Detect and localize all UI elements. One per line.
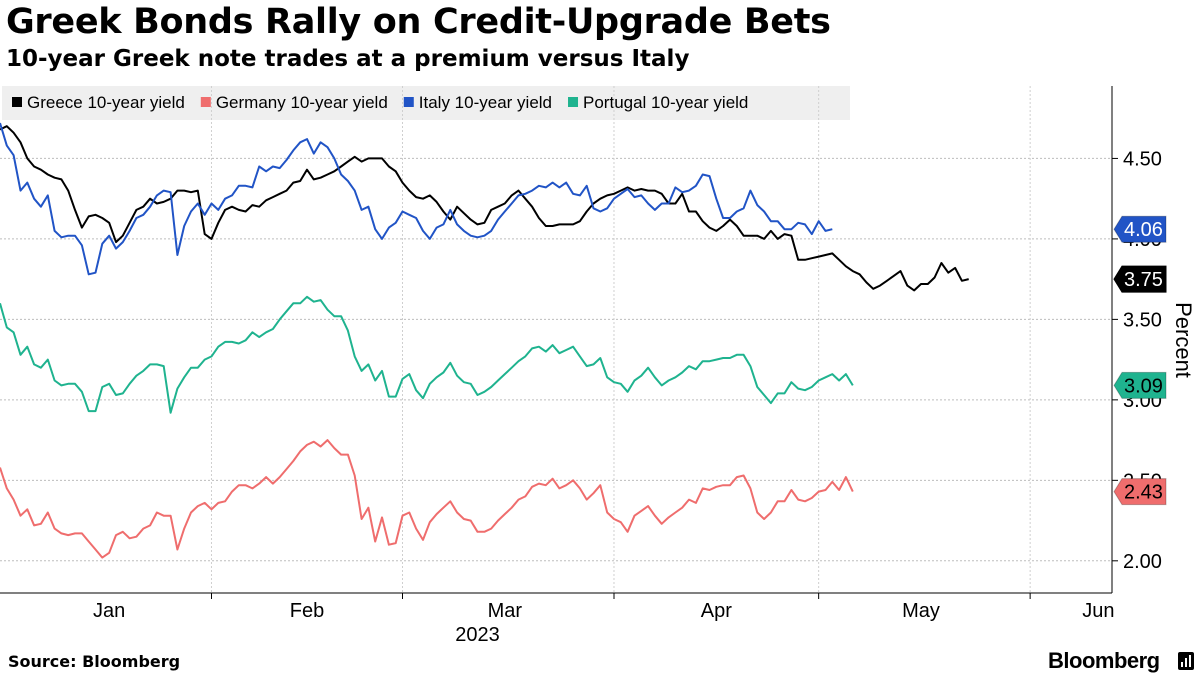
x-tick-label: Apr — [701, 600, 732, 622]
legend-entry: Portugal 10-year yield — [583, 93, 748, 112]
last-value-tag — [1113, 478, 1167, 506]
series-lines — [0, 122, 969, 559]
legend-swatch — [12, 97, 22, 107]
legend-entry: Germany 10-year yield — [216, 93, 388, 112]
series-line-germany — [0, 439, 854, 559]
x-axis-label: 2023 — [455, 624, 500, 646]
legend-entry: Italy 10-year yield — [419, 93, 552, 112]
legend-swatch — [200, 97, 211, 107]
series-line-greece — [0, 125, 969, 292]
last-value-labels: 3.75 2.43 4.06 3.09 — [1113, 215, 1167, 506]
series-line-italy — [0, 122, 833, 276]
x-tick-label: May — [902, 600, 940, 622]
last-value-label: 2.43 — [1124, 482, 1163, 504]
legend-swatch — [403, 97, 414, 107]
legend-entry: Greece 10-year yield — [27, 93, 185, 112]
x-tick-label: Jun — [1082, 600, 1114, 622]
last-value-label: 3.09 — [1124, 375, 1163, 397]
gridlines — [0, 86, 1112, 593]
last-value-tag — [1113, 215, 1167, 243]
bloomberg-mark-icon — [1178, 652, 1194, 670]
y-axis-label: Percent — [1171, 302, 1196, 378]
x-tick-label: Feb — [290, 600, 324, 622]
last-value-label: 3.75 — [1124, 269, 1163, 291]
last-value-tag — [1113, 371, 1167, 399]
legend-background — [2, 86, 850, 120]
last-value-label: 4.06 — [1124, 219, 1163, 241]
last-value-tag — [1113, 265, 1167, 293]
y-tick-label: 3.50 — [1123, 309, 1162, 331]
x-tick-label: Mar — [488, 600, 523, 622]
legend: Greece 10-year yield Germany 10-year yiel… — [2, 86, 850, 120]
chart-title: Greek Bonds Rally on Credit-Upgrade Bets — [6, 2, 831, 42]
brand-logo: Bloomberg — [1048, 648, 1160, 673]
y-tick-label: 2.00 — [1123, 551, 1162, 573]
y-tick-label: 4.50 — [1123, 148, 1162, 170]
axes: 2.002.503.003.504.004.50JanFebMarAprMayJ… — [0, 86, 1196, 646]
x-tick-label: Jan — [93, 600, 125, 622]
source-note: Source: Bloomberg — [8, 652, 181, 671]
legend-swatch — [568, 97, 579, 107]
chart-subtitle: 10-year Greek note trades at a premium v… — [6, 46, 690, 72]
series-line-portugal — [0, 295, 854, 414]
